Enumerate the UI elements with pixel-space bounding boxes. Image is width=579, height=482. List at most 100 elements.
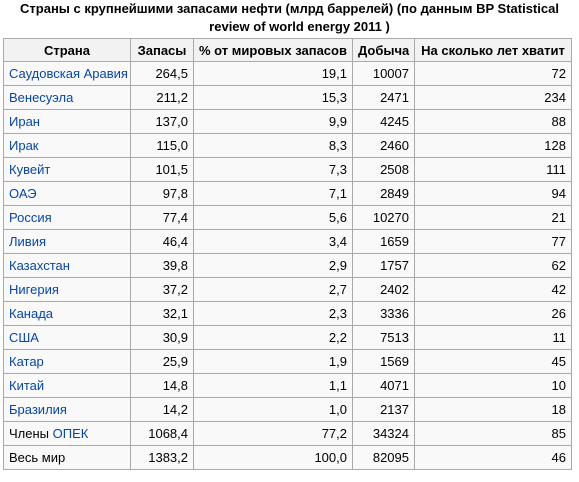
country-cell: США bbox=[3, 325, 131, 350]
country-cell: Китай bbox=[3, 373, 131, 398]
table-caption: Страны с крупнейшими запасами нефти (млр… bbox=[0, 0, 579, 36]
reserves-cell: 14,2 bbox=[130, 397, 194, 422]
table-row: Россия 77,4 5,6 10270 21 bbox=[3, 205, 572, 230]
country-link[interactable]: Катар bbox=[9, 354, 44, 369]
reserves-cell: 97,8 bbox=[130, 181, 194, 206]
reserves-cell: 137,0 bbox=[130, 109, 194, 134]
header-production[interactable]: Добыча bbox=[352, 38, 415, 62]
table-row: ОАЭ 97,8 7,1 2849 94 bbox=[3, 181, 572, 206]
header-years[interactable]: На сколько лет хватит bbox=[414, 38, 572, 62]
country-link[interactable]: Венесуэла bbox=[9, 90, 74, 105]
caption-line-2: review of world energy 2011 ) bbox=[209, 19, 390, 34]
share-cell: 2,2 bbox=[193, 325, 353, 350]
years-cell: 26 bbox=[414, 301, 572, 326]
country-cell: Катар bbox=[3, 349, 131, 374]
country-link[interactable]: Россия bbox=[9, 210, 52, 225]
opec-prefix: Члены bbox=[9, 426, 53, 441]
years-cell: 72 bbox=[414, 61, 572, 86]
country-cell: ОАЭ bbox=[3, 181, 131, 206]
country-cell: Ирак bbox=[3, 133, 131, 158]
country-link[interactable]: Канада bbox=[9, 306, 54, 321]
years-cell: 10 bbox=[414, 373, 572, 398]
years-cell: 94 bbox=[414, 181, 572, 206]
reserves-cell: 30,9 bbox=[130, 325, 194, 350]
production-cell: 7513 bbox=[352, 325, 415, 350]
production-cell: 4245 bbox=[352, 109, 415, 134]
country-link[interactable]: Бразилия bbox=[9, 402, 67, 417]
reserves-cell: 39,8 bbox=[130, 253, 194, 278]
table-row: Катар 25,9 1,9 1569 45 bbox=[3, 349, 572, 374]
reserves-cell: 25,9 bbox=[130, 349, 194, 374]
production-cell: 82095 bbox=[352, 445, 415, 470]
table-row: Иран 137,0 9,9 4245 88 bbox=[3, 109, 572, 134]
table-row: Канада 32,1 2,3 3336 26 bbox=[3, 301, 572, 326]
reserves-cell: 77,4 bbox=[130, 205, 194, 230]
reserves-cell: 46,4 bbox=[130, 229, 194, 254]
country-link[interactable]: Иран bbox=[9, 114, 40, 129]
reserves-cell: 264,5 bbox=[130, 61, 194, 86]
header-reserves[interactable]: Запасы bbox=[130, 38, 194, 62]
years-cell: 111 bbox=[414, 157, 572, 182]
reserves-cell: 1068,4 bbox=[130, 421, 194, 446]
table-row: Ливия 46,4 3,4 1659 77 bbox=[3, 229, 572, 254]
share-cell: 7,1 bbox=[193, 181, 353, 206]
production-cell: 2460 bbox=[352, 133, 415, 158]
share-cell: 2,3 bbox=[193, 301, 353, 326]
table-row: Саудовская Аравия 264,5 19,1 10007 72 bbox=[3, 61, 572, 86]
header-country[interactable]: Страна bbox=[3, 38, 131, 62]
share-cell: 2,7 bbox=[193, 277, 353, 302]
table-row: Казахстан 39,8 2,9 1757 62 bbox=[3, 253, 572, 278]
country-link[interactable]: Ливия bbox=[9, 234, 47, 249]
production-cell: 2508 bbox=[352, 157, 415, 182]
production-cell: 2137 bbox=[352, 397, 415, 422]
opec-link[interactable]: ОПЕК bbox=[52, 426, 89, 441]
country-link[interactable]: Казахстан bbox=[9, 258, 70, 273]
share-cell: 2,9 bbox=[193, 253, 353, 278]
years-cell: 234 bbox=[414, 85, 572, 110]
table-row: Ирак 115,0 8,3 2460 128 bbox=[3, 133, 572, 158]
header-share[interactable]: % от мировых запасов bbox=[193, 38, 353, 62]
years-cell: 85 bbox=[414, 421, 572, 446]
share-cell: 77,2 bbox=[193, 421, 353, 446]
country-link[interactable]: США bbox=[9, 330, 39, 345]
country-cell: Казахстан bbox=[3, 253, 131, 278]
country-cell: Ливия bbox=[3, 229, 131, 254]
country-link[interactable]: ОАЭ bbox=[9, 186, 37, 201]
country-link[interactable]: Кувейт bbox=[9, 162, 51, 177]
production-cell: 1659 bbox=[352, 229, 415, 254]
caption-line-1: Страны с крупнейшими запасами нефти (млр… bbox=[20, 1, 559, 16]
years-cell: 128 bbox=[414, 133, 572, 158]
production-cell: 3336 bbox=[352, 301, 415, 326]
table-row: Кувейт 101,5 7,3 2508 111 bbox=[3, 157, 572, 182]
years-cell: 46 bbox=[414, 445, 572, 470]
share-cell: 3,4 bbox=[193, 229, 353, 254]
years-cell: 42 bbox=[414, 277, 572, 302]
production-cell: 2402 bbox=[352, 277, 415, 302]
share-cell: 1,1 bbox=[193, 373, 353, 398]
share-cell: 5,6 bbox=[193, 205, 353, 230]
table-body: Саудовская Аравия 264,5 19,1 10007 72 Ве… bbox=[3, 61, 572, 470]
share-cell: 8,3 bbox=[193, 133, 353, 158]
country-link[interactable]: Китай bbox=[9, 378, 45, 393]
share-cell: 1,0 bbox=[193, 397, 353, 422]
years-cell: 77 bbox=[414, 229, 572, 254]
country-cell: Нигерия bbox=[3, 277, 131, 302]
reserves-cell: 115,0 bbox=[130, 133, 194, 158]
years-cell: 11 bbox=[414, 325, 572, 350]
share-cell: 100,0 bbox=[193, 445, 353, 470]
country-cell: Венесуэла bbox=[3, 85, 131, 110]
header-row: Страна Запасы % от мировых запасов Добыч… bbox=[3, 38, 572, 62]
country-link[interactable]: Ирак bbox=[9, 138, 39, 153]
production-cell: 1569 bbox=[352, 349, 415, 374]
years-cell: 45 bbox=[414, 349, 572, 374]
table-row: Венесуэла 211,2 15,3 2471 234 bbox=[3, 85, 572, 110]
production-cell: 10007 bbox=[352, 61, 415, 86]
table-row: Китай 14,8 1,1 4071 10 bbox=[3, 373, 572, 398]
country-link[interactable]: Саудовская Аравия bbox=[9, 66, 128, 81]
reserves-cell: 211,2 bbox=[130, 85, 194, 110]
share-cell: 1,9 bbox=[193, 349, 353, 374]
country-link[interactable]: Нигерия bbox=[9, 282, 59, 297]
production-cell: 4071 bbox=[352, 373, 415, 398]
share-cell: 19,1 bbox=[193, 61, 353, 86]
years-cell: 88 bbox=[414, 109, 572, 134]
